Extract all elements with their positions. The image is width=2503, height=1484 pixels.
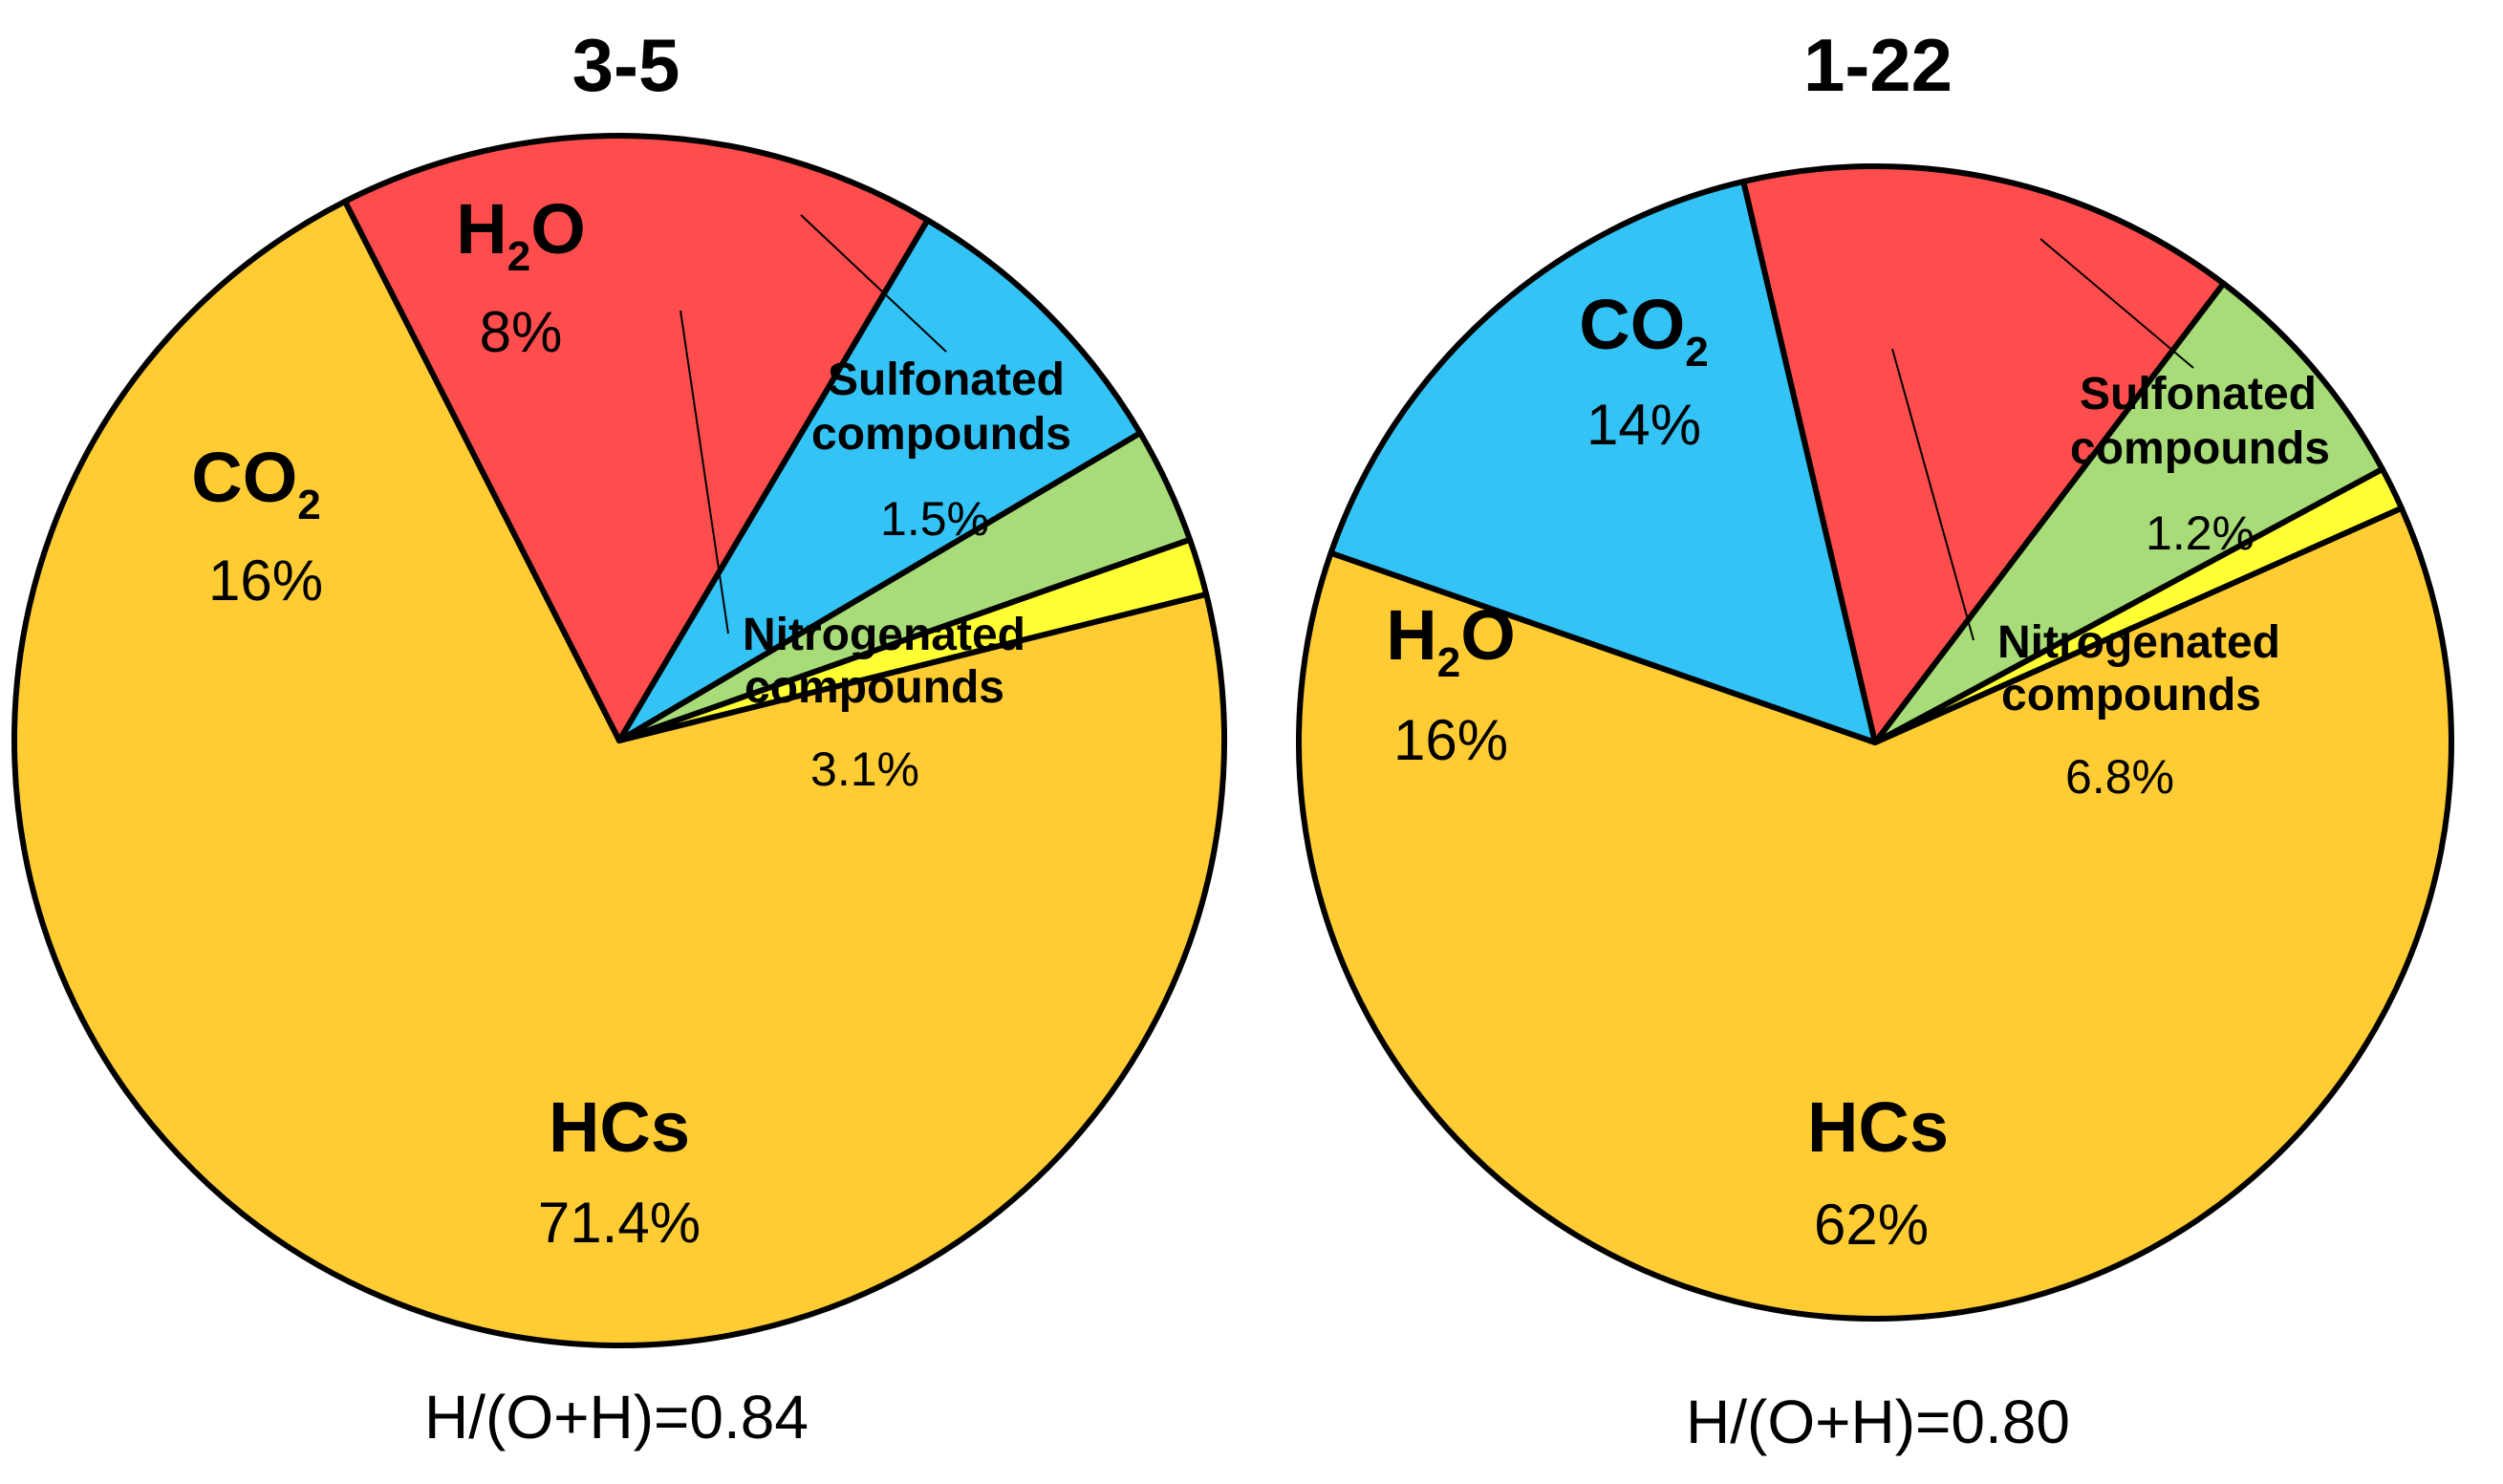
pie-slice-hcs	[1296, 505, 2454, 1322]
leader-line-sulfonated	[800, 214, 947, 353]
pie-chart-3-5: 3-5 HCs 71.4% CO2 16% H2O 8% Sulfonated …	[11, 23, 1227, 1452]
ratio-note: H/(O+H)=0.80	[1686, 1387, 2070, 1456]
slice-label-sulfonated: Sulfonated	[2080, 369, 2317, 419]
pie-slice-nitrogenated-compounds	[1872, 280, 2385, 745]
slice-pct-nitrogenated: 3.1%	[810, 742, 919, 796]
slice-pct-h2o: 16%	[1393, 708, 1508, 772]
leader-line-nitrogenated	[680, 310, 729, 634]
slice-label-h2o: H2O	[456, 189, 586, 280]
slice-label-sulfonated: Sulfonated	[828, 355, 1065, 405]
pie-slice-co2	[1740, 163, 2227, 745]
slice-pct-h2o: 8%	[480, 300, 563, 364]
pie-slices	[11, 133, 1227, 1348]
slice-labels: HCs 71.4% CO2 16% H2O 8% Sulfonated comp…	[191, 189, 1071, 1255]
slice-pct-hcs: 71.4%	[538, 1191, 701, 1255]
pie-title: 3-5	[572, 23, 680, 107]
slice-pct-nitrogenated: 6.8%	[2065, 750, 2174, 804]
slice-label-h2o: H2O	[1386, 595, 1516, 686]
slice-label-co2: CO2	[1579, 285, 1708, 376]
ratio-note: H/(O+H)=0.84	[424, 1383, 809, 1452]
leader-lines	[1891, 238, 2194, 641]
slice-label-sulfonated-line2: compounds	[811, 409, 1071, 460]
slice-pct-sulfonated: 1.5%	[880, 492, 989, 546]
slice-pct-co2: 16%	[208, 548, 323, 613]
slice-label-nitrogenated-line2: compounds	[2001, 670, 2261, 720]
slice-label-hcs: HCs	[1807, 1087, 1949, 1167]
pie-slice-h2o	[1327, 178, 1878, 745]
leader-line-nitrogenated	[1891, 348, 1974, 641]
slice-label-nitrogenated-line2: compounds	[744, 662, 1004, 713]
pie-slice-hcs	[11, 198, 1227, 1348]
slice-pct-co2: 14%	[1586, 393, 1701, 457]
pie-chart-1-22: 1-22 HCs 62% H2O 16% CO2 14% Sulfonated …	[1296, 23, 2454, 1456]
pie-slice-h2o	[616, 217, 1144, 743]
leader-line-sulfonated	[2039, 238, 2194, 369]
pie-slice-sulfonated-compounds	[616, 536, 1210, 743]
leader-lines	[680, 214, 947, 634]
slice-pct-sulfonated: 1.2%	[2146, 506, 2255, 560]
slice-labels: HCs 62% H2O 16% CO2 14% Sulfonated compo…	[1386, 285, 2330, 1257]
slice-pct-hcs: 62%	[1814, 1193, 1929, 1257]
pie-slice-co2	[342, 133, 931, 743]
slice-label-hcs: HCs	[549, 1087, 690, 1167]
slice-label-nitrogenated: Nitrogenated	[743, 610, 1025, 660]
pie-title: 1-22	[1803, 23, 1953, 107]
slice-label-sulfonated-line2: compounds	[2070, 423, 2330, 474]
pie-slices	[1296, 163, 2454, 1322]
pie-slice-sulfonated-compounds	[1872, 465, 2405, 745]
slice-label-co2: CO2	[191, 438, 320, 528]
slice-label-nitrogenated: Nitrogenated	[1997, 617, 2280, 668]
